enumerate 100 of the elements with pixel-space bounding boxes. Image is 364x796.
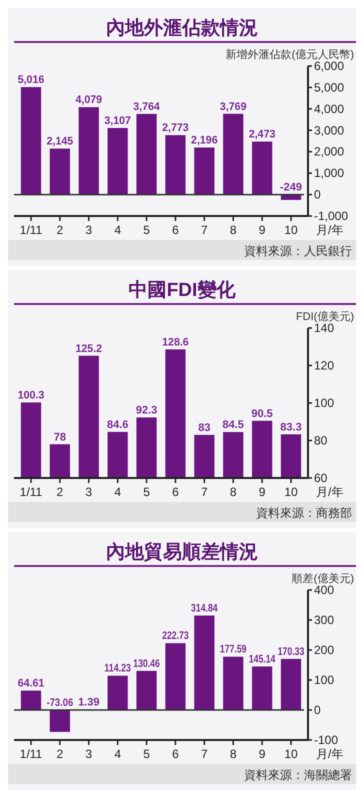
data-label: 92.3 [136,404,158,416]
y-axis-title: 新增外滙佔款(億元人民幣) [226,48,354,61]
y-tick-label: 120 [314,358,334,372]
x-tick-label: 7 [200,485,208,499]
x-tick-label: 3 [85,747,92,761]
bar [50,710,70,732]
x-tick-label: 6 [172,747,180,761]
data-label: 2,196 [191,134,219,147]
bar [280,658,302,710]
y-tick-label: 300 [314,613,334,627]
bar [223,114,244,195]
bar [252,142,272,195]
data-label: 170.33 [278,646,312,658]
chart-title: 中國FDI變化 [128,279,236,301]
y-tick-label: 4,000 [314,102,344,116]
data-label: 83 [198,422,210,434]
bar [194,148,214,195]
x-tick-label: 3 [85,485,92,499]
bar [252,666,272,710]
x-tick-label: 5 [143,747,150,761]
x-tick-label: 2 [56,223,64,237]
x-tick-label: 9 [258,485,266,499]
x-tick-label: 5 [143,485,150,499]
y-tick-label: 0 [314,188,321,202]
data-label: 314.84 [191,602,225,615]
data-label: 128.6 [162,336,190,348]
y-tick-label: 60 [314,471,328,485]
y-tick-label: 6,000 [314,59,344,73]
x-tick-label: 4 [114,223,122,237]
x-tick-label: 8 [230,747,237,761]
data-label: 5,016 [18,74,46,86]
y-tick-label: -100 [314,733,338,747]
y-tick-label: 3,000 [314,123,344,138]
bar [136,670,157,710]
x-tick-label: 9 [258,747,266,761]
data-label: 3,769 [220,100,248,113]
bar [223,656,244,710]
data-label: 3,107 [104,114,132,127]
x-tick-label: 10 [284,747,298,761]
y-tick-label: 100 [314,396,334,410]
x-tick-label: 3 [85,223,92,237]
y-axis-title: FDI(億美元) [296,310,354,323]
bar [108,128,128,195]
y-tick-label: 5,000 [314,80,344,94]
y-tick-label: 2,000 [314,144,344,159]
x-tick-label: 5 [143,223,150,237]
bar [78,107,99,195]
bar [165,135,186,195]
y-tick-label: 0 [314,703,321,717]
bar [194,616,214,710]
x-tick-label: 8 [230,485,237,499]
bar [136,114,157,195]
bar [50,148,70,195]
data-label: 2,145 [46,136,74,148]
source-note: 資料來源：人民銀行 [244,244,352,258]
x-tick-label: 4 [114,747,122,761]
data-label: 177.59 [220,644,254,656]
data-label: 130.46 [133,658,167,670]
data-label: 90.5 [251,408,273,420]
data-label: -73.06 [46,697,78,709]
y-axis-title: 順差(億美元) [292,572,354,585]
x-tick-label: 1/11 [20,747,43,761]
data-label: 84.6 [106,418,128,431]
x-tick-label: 2 [56,485,64,499]
x-axis-title: 月/年 [316,485,344,499]
x-tick-label: 6 [172,223,180,237]
data-label: 100.3 [18,389,46,402]
chart-title: 內地外滙佔款情況 [106,17,258,39]
data-label: 64.61 [18,678,46,690]
x-tick-label: 8 [230,223,237,237]
data-label: 125.2 [75,342,104,355]
data-label: 83.3 [280,421,302,434]
bar [20,690,42,710]
y-tick-label: -1,000 [314,209,348,223]
x-tick-label: 7 [200,747,208,761]
x-tick-label: 10 [284,223,298,237]
y-tick-label: 100 [314,673,334,687]
data-label: 1.39 [78,696,100,709]
y-tick-label: 400 [314,583,334,597]
data-label: 78 [54,431,66,444]
source-note: 資料來源：海關總署 [244,768,352,782]
y-tick-label: 140 [314,321,334,335]
x-tick-label: 2 [56,747,64,761]
x-tick-label: 7 [200,223,208,237]
y-tick-label: 1,000 [314,166,344,180]
source-note: 資料來源：商務部 [256,506,352,520]
y-tick-label: 80 [314,434,328,448]
x-tick-label: 6 [172,485,180,499]
y-tick-label: 200 [314,643,334,657]
x-tick-label: 10 [284,485,298,499]
bar [165,643,186,710]
bar [20,87,42,195]
data-label: 3,764 [133,100,161,113]
chart-title: 內地貿易順差情況 [106,541,258,563]
data-label: 2,473 [248,128,276,141]
x-tick-label: 1/11 [20,223,43,237]
bar [108,676,128,710]
x-tick-label: 9 [258,223,266,237]
data-label: 222.73 [162,630,196,642]
data-label: -249 [280,182,302,194]
